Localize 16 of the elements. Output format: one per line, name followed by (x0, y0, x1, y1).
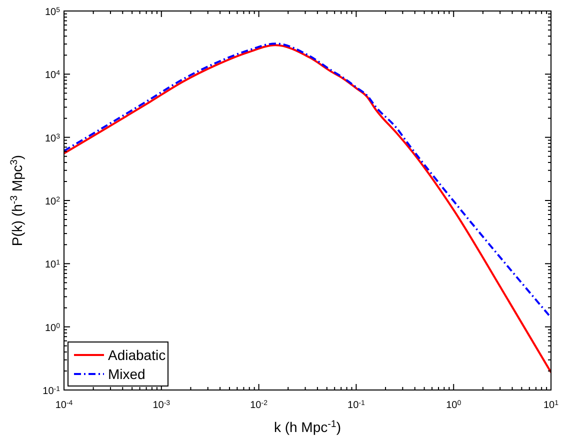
y-tick-label: 10$^{1}$ (44, 259, 60, 271)
x-tick-label: 10$^{-1}$ (348, 400, 365, 411)
x-tick-label: 10$^{1}$ (543, 400, 559, 411)
y-tick-label: 10$^{5}$ (44, 6, 60, 18)
x-axis-title: k (h Mpc$^{-1}$) (274, 418, 342, 435)
y-tick-label: 10$^{-1}$ (42, 386, 60, 397)
x-tick-label: 10$^{-2}$ (250, 400, 268, 411)
x-tick-label: 10$^{-3}$ (152, 400, 170, 411)
y-tick-label: 10$^{0}$ (44, 322, 60, 334)
legend-label: Mixed (108, 366, 146, 382)
y-tick-label: 10$^{2}$ (44, 196, 60, 208)
y-tick-label: 10$^{4}$ (44, 70, 60, 82)
legend-label: Adiabatic (108, 347, 166, 363)
x-tick-label: 10$^{0}$ (446, 400, 462, 411)
y-tick-label: 10$^{3}$ (44, 132, 60, 144)
x-tick-label: 10$^{-4}$ (55, 400, 73, 411)
